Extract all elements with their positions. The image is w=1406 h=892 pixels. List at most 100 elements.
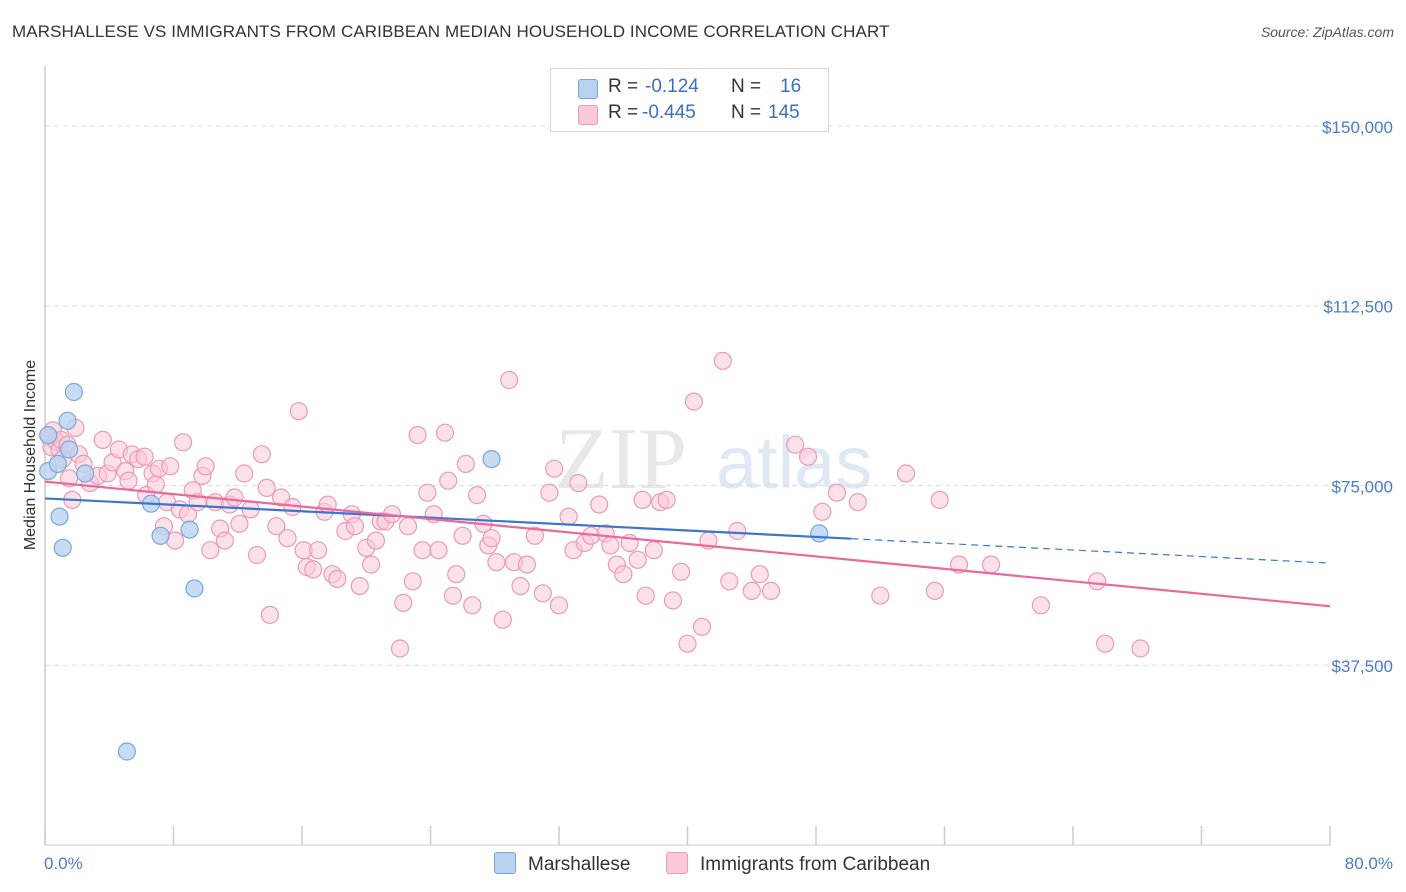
caribbean-point [468,486,487,505]
legend-n-label: N = [731,102,762,123]
caribbean-point [235,464,254,483]
caribbean-point [1095,634,1115,653]
caribbean-point [390,639,410,658]
caribbean-point [1031,596,1051,615]
source-credit: Source: ZipAtlas.com [1260,24,1394,40]
caribbean-point [289,402,308,421]
caribbean-point [93,430,112,449]
caribbean-point [671,562,691,581]
legend-r-value: -0.445 [642,102,696,123]
caribbean-point [418,483,437,502]
marshallese-point [58,411,77,430]
legend-r-label: R = [608,76,639,97]
marshallese-point [117,742,137,761]
marshallese-point [39,426,58,445]
caribbean-point [590,495,609,514]
caribbean-point [487,553,506,572]
caribbean-point [225,488,244,507]
caribbean-point [453,526,472,545]
marshallese-point [810,524,829,543]
caribbean-point [443,586,463,605]
marshallese-point [151,526,170,545]
caribbean-point [742,581,761,601]
legend-n-value: 16 [780,76,802,97]
caribbean-point [463,596,482,615]
caribbean-point [260,605,279,625]
axes [44,66,1331,846]
caribbean-point [930,490,949,509]
caribbean-point [435,423,455,442]
correlation-legend: R = -0.124 N = 16 R = -0.445 N = 145 [550,68,829,132]
caribbean-point [309,541,328,560]
caribbean-point [257,478,276,497]
caribbean-point [366,531,385,550]
caribbean-point [517,555,537,574]
caribbean-point [896,464,916,483]
caribbean-trend-line [44,480,1331,608]
caribbean-point [278,529,297,548]
marshallese-point [50,507,69,526]
caribbean-point [350,576,369,596]
caribbean-point [614,565,633,584]
caribbean-point [720,572,739,591]
caribbean-point [981,555,1001,574]
caribbean-point [413,541,432,560]
caribbean-point [545,459,564,478]
caribbean-point [761,581,781,601]
bottom-legend-caribbean: Immigrants from Caribbean [666,852,930,876]
caribbean-point [633,490,652,509]
caribbean-point [362,555,381,574]
caribbean-point [678,634,697,653]
caribbean-point [247,545,267,565]
caribbean-point [252,445,271,464]
caribbean-point [439,471,458,490]
caribbean-point [196,457,215,476]
x-tick-label-max: 80.0% [1345,854,1393,873]
caribbean-point [447,565,466,584]
marshallese-point [48,454,68,473]
watermark-atlas: atlas [716,421,872,504]
caribbean-point [813,502,832,521]
bottom-legend-label: Marshallese [528,854,631,875]
caribbean-point [174,433,193,452]
y-tick-label: $112,500 [1323,298,1393,317]
caribbean-point [135,447,154,466]
marshallese-trend-line [44,497,852,540]
legend-r-label: R = [608,102,639,123]
caribbean-point [871,586,890,605]
caribbean-point [408,426,427,445]
bottom-legend-swatch-blue [494,852,516,874]
caribbean-point [713,351,732,370]
watermark: ZIP atlas [555,411,872,508]
caribbean-point [663,591,683,610]
caribbean-point [750,565,769,584]
caribbean-point [345,517,365,536]
caribbean-point [684,392,704,411]
series-marshallese [39,382,829,761]
caribbean-point [482,529,501,548]
bottom-legend-label: Immigrants from Caribbean [700,854,931,875]
caribbean-point [540,483,559,502]
marshallese-point [185,579,204,598]
caribbean-point [230,514,249,533]
caribbean-point [456,454,475,473]
caribbean-point [1087,572,1107,591]
marshallese-point [482,450,501,469]
legend-n-label: N = [731,76,762,97]
caribbean-point [304,560,323,579]
marshallese-point [180,520,199,539]
caribbean-point [398,517,418,536]
caribbean-point [493,610,512,629]
caribbean-point [569,474,588,493]
legend-n-value: 145 [768,102,800,123]
caribbean-point [1131,639,1150,658]
caribbean-point [328,569,347,589]
marshallese-trend-extension [851,538,1331,564]
legend-swatch-blue [578,79,598,99]
legend-swatch-pink [578,105,598,125]
caribbean-point [161,457,180,476]
caribbean-point [201,541,220,560]
marshallese-point [53,538,72,557]
chart-title: MARSHALLESE VS IMMIGRANTS FROM CARIBBEAN… [12,22,890,41]
caribbean-point [267,517,286,536]
